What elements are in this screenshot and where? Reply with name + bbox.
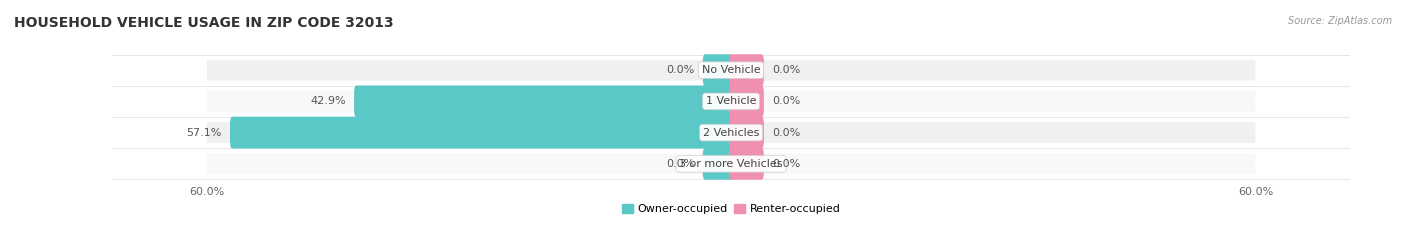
FancyBboxPatch shape	[207, 60, 1256, 80]
FancyBboxPatch shape	[703, 54, 734, 86]
Text: 42.9%: 42.9%	[311, 96, 346, 106]
FancyBboxPatch shape	[728, 148, 763, 180]
FancyBboxPatch shape	[354, 85, 734, 117]
Text: 0.0%: 0.0%	[772, 128, 800, 138]
FancyBboxPatch shape	[207, 122, 1256, 143]
FancyBboxPatch shape	[207, 154, 1256, 174]
Text: 0.0%: 0.0%	[772, 159, 800, 169]
Text: Source: ZipAtlas.com: Source: ZipAtlas.com	[1288, 16, 1392, 26]
FancyBboxPatch shape	[728, 85, 763, 117]
Text: 0.0%: 0.0%	[666, 159, 695, 169]
Text: 1 Vehicle: 1 Vehicle	[706, 96, 756, 106]
FancyBboxPatch shape	[728, 54, 763, 86]
FancyBboxPatch shape	[207, 91, 1256, 112]
Text: 0.0%: 0.0%	[666, 65, 695, 75]
Legend: Owner-occupied, Renter-occupied: Owner-occupied, Renter-occupied	[617, 200, 845, 219]
Text: HOUSEHOLD VEHICLE USAGE IN ZIP CODE 32013: HOUSEHOLD VEHICLE USAGE IN ZIP CODE 3201…	[14, 16, 394, 30]
Text: 3 or more Vehicles: 3 or more Vehicles	[679, 159, 783, 169]
Text: 0.0%: 0.0%	[772, 65, 800, 75]
Text: 2 Vehicles: 2 Vehicles	[703, 128, 759, 138]
FancyBboxPatch shape	[728, 117, 763, 149]
Text: 57.1%: 57.1%	[187, 128, 222, 138]
Text: No Vehicle: No Vehicle	[702, 65, 761, 75]
FancyBboxPatch shape	[703, 148, 734, 180]
Text: 0.0%: 0.0%	[772, 96, 800, 106]
FancyBboxPatch shape	[231, 117, 734, 149]
